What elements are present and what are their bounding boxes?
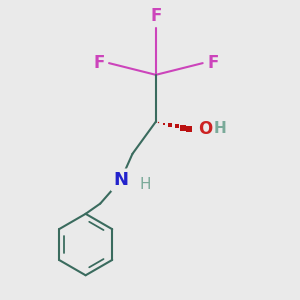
Text: F: F	[93, 54, 105, 72]
Text: H: H	[214, 122, 226, 136]
Text: F: F	[150, 7, 161, 25]
Text: O: O	[198, 120, 212, 138]
Text: H: H	[140, 177, 151, 192]
Text: F: F	[207, 54, 218, 72]
Text: N: N	[113, 171, 128, 189]
